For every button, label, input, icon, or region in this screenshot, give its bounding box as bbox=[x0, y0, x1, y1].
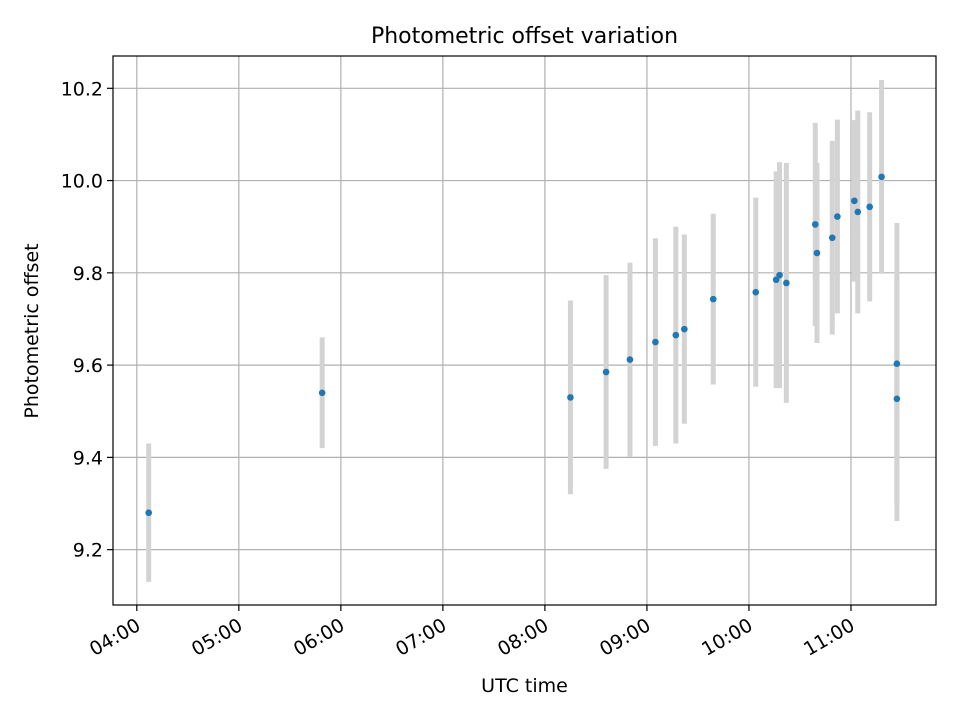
data-point bbox=[776, 271, 783, 279]
data-point bbox=[567, 394, 574, 401]
data-point bbox=[783, 279, 790, 287]
data-point bbox=[893, 395, 901, 403]
point-layer bbox=[145, 173, 901, 517]
data-point bbox=[866, 203, 873, 211]
y-tick-label: 10.0 bbox=[61, 171, 103, 193]
data-point bbox=[851, 197, 858, 205]
data-point bbox=[854, 208, 862, 216]
data-point bbox=[709, 295, 717, 303]
data-point bbox=[626, 356, 634, 363]
y-tick-label: 9.4 bbox=[73, 447, 103, 469]
data-point bbox=[752, 288, 760, 296]
data-point bbox=[834, 213, 841, 220]
x-axis-label: UTC time bbox=[481, 675, 568, 697]
y-tick-label: 9.8 bbox=[73, 263, 103, 285]
data-point bbox=[828, 234, 836, 242]
y-tick-label: 9.2 bbox=[73, 540, 103, 562]
y-axis-label: Photometric offset bbox=[21, 243, 43, 418]
chart-title: Photometric offset variation bbox=[371, 24, 678, 49]
y-tick-label: 9.6 bbox=[73, 355, 103, 377]
data-point bbox=[878, 173, 885, 181]
data-point bbox=[145, 509, 153, 517]
data-point bbox=[672, 331, 680, 339]
y-tick-label: 10.2 bbox=[61, 78, 103, 100]
data-point bbox=[602, 368, 610, 376]
data-point bbox=[813, 249, 821, 257]
grid-layer bbox=[113, 56, 936, 605]
data-point bbox=[811, 221, 819, 228]
data-point bbox=[893, 360, 901, 368]
data-point bbox=[681, 325, 688, 333]
data-point bbox=[772, 276, 780, 284]
data-point bbox=[652, 338, 659, 346]
data-point bbox=[318, 389, 326, 397]
plot-frame bbox=[112, 55, 937, 606]
